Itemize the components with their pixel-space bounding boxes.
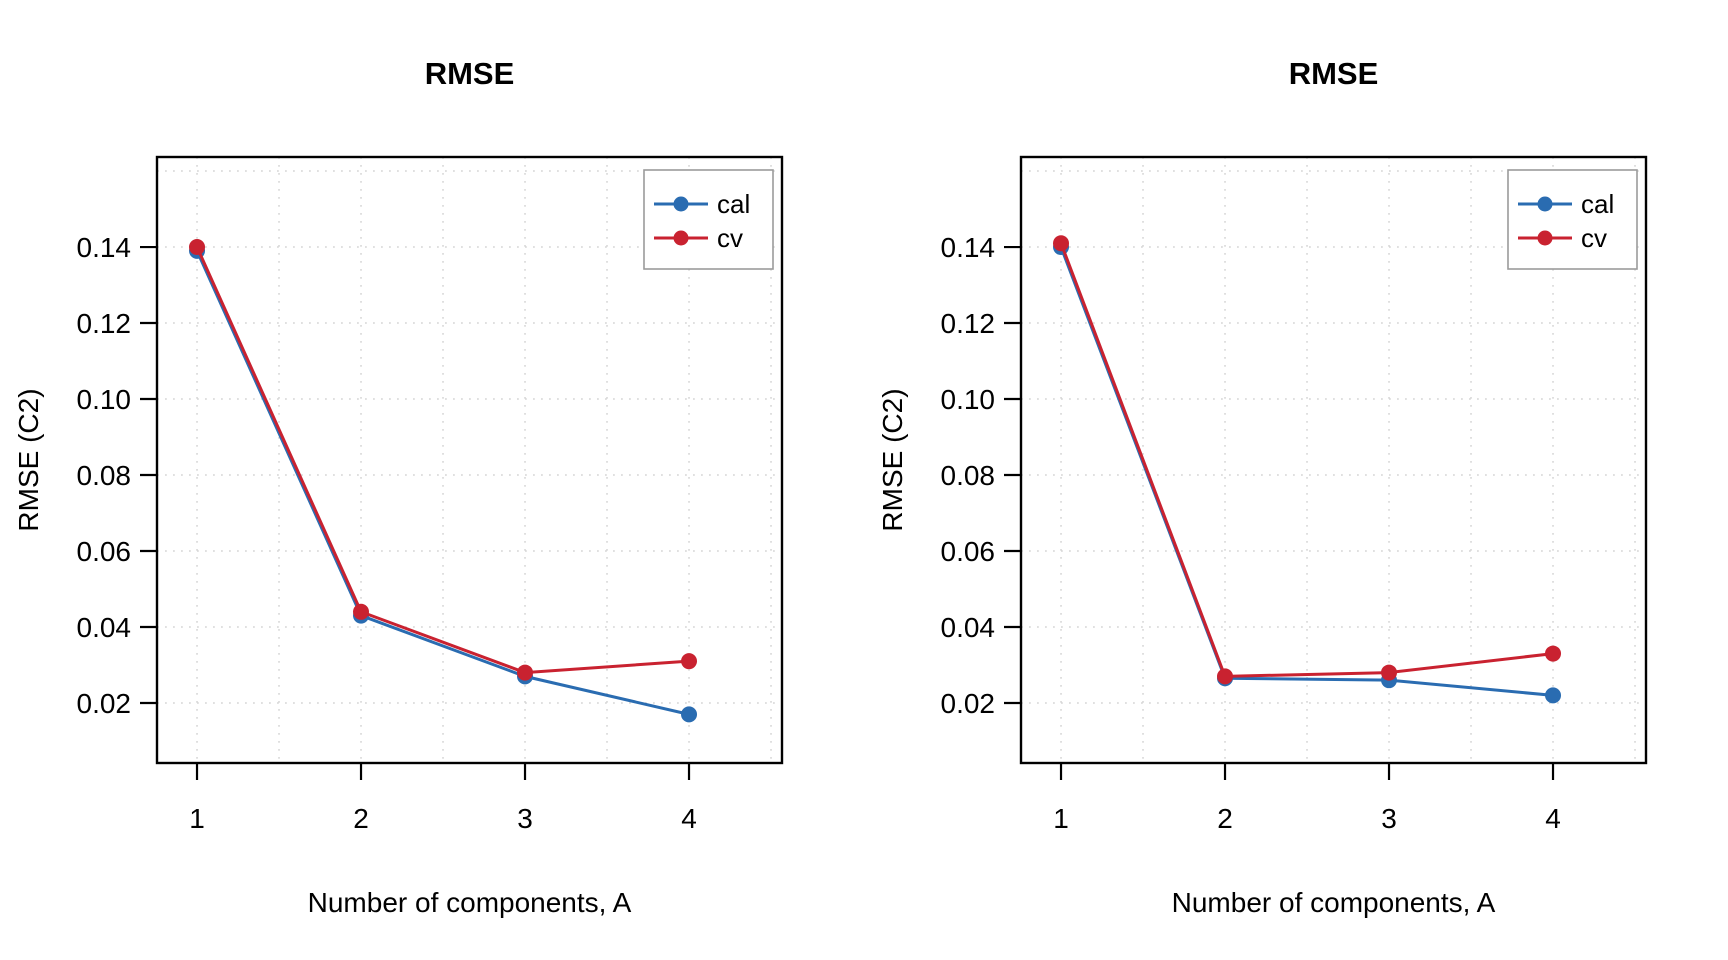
y-tick-label: 0.12 xyxy=(77,308,132,339)
legend-label-cal: cal xyxy=(717,189,750,219)
x-axis-label: Number of components, A xyxy=(308,887,632,918)
y-axis-label: RMSE (C2) xyxy=(13,388,44,531)
y-tick-label: 0.14 xyxy=(77,232,132,263)
legend-label-cv: cv xyxy=(717,223,743,253)
data-point-cv xyxy=(1381,664,1398,681)
series-line-cal xyxy=(195,249,691,716)
data-point-cv xyxy=(189,239,206,256)
data-point-cal xyxy=(1545,687,1562,704)
y-tick-label: 0.04 xyxy=(941,612,996,643)
y-tick-label: 0.02 xyxy=(941,688,996,719)
y-tick-label: 0.08 xyxy=(941,460,996,491)
x-tick-label: 2 xyxy=(1217,803,1233,834)
data-point-cv xyxy=(517,664,534,681)
legend-marker-cv xyxy=(1537,230,1553,246)
grid xyxy=(1021,157,1646,763)
legend-marker-cal xyxy=(673,196,689,212)
legend-marker-cv xyxy=(673,230,689,246)
x-tick-label: 1 xyxy=(189,803,205,834)
data-point-cv xyxy=(1217,668,1234,685)
x-axis-label: Number of components, A xyxy=(1172,887,1496,918)
chart-title: RMSE xyxy=(425,56,515,91)
y-tick-label: 0.12 xyxy=(941,308,996,339)
x-tick-label: 1 xyxy=(1053,803,1069,834)
legend-box xyxy=(1507,169,1638,270)
legend-box xyxy=(643,169,774,270)
y-tick-label: 0.14 xyxy=(941,232,996,263)
y-tick-label: 0.10 xyxy=(941,384,996,415)
chart-panel-right: 1 2 3 4 0.02 0.04 0.06 0.08 0.10 0.12 0.14 RMSE Numb… xyxy=(864,0,1728,960)
y-tick-label: 0.02 xyxy=(77,688,132,719)
y-tick-label: 0.10 xyxy=(77,384,132,415)
x-tick-label: 4 xyxy=(681,803,697,834)
y-tick-label: 0.04 xyxy=(77,612,132,643)
data-point-cal xyxy=(681,706,698,723)
legend-label-cal: cal xyxy=(1581,189,1614,219)
series-line-cal xyxy=(1059,245,1555,697)
data-point-cv xyxy=(681,653,698,670)
series-line-cv xyxy=(195,245,691,675)
y-axis-label: RMSE (C2) xyxy=(877,388,908,531)
y-tick-label: 0.06 xyxy=(77,536,132,567)
chart-panel-left: 1 2 3 4 0.02 0.04 0.06 0.08 0.10 0.12 0.14 RMSE Numb… xyxy=(13,56,784,918)
axis-ticks xyxy=(1004,245,1555,780)
legend-marker-cal xyxy=(1537,196,1553,212)
data-point-cv xyxy=(353,603,370,620)
line-chart-left: 1 2 3 4 0.02 0.04 0.06 0.08 0.10 0.12 0.14 RMSE Numb… xyxy=(13,56,784,918)
line-chart-right: 1 2 3 4 0.02 0.04 0.06 0.08 0.10 0.12 0.14 RMSE Numb… xyxy=(877,56,1648,918)
data-point-cv xyxy=(1053,235,1070,252)
x-tick-label: 3 xyxy=(517,803,533,834)
plot-box xyxy=(1019,155,1648,765)
x-tick-label: 3 xyxy=(1381,803,1397,834)
legend: cal cv xyxy=(1507,169,1638,270)
legend: cal cv xyxy=(643,169,774,270)
axis-ticks xyxy=(140,245,691,780)
plot-box xyxy=(155,155,784,765)
x-tick-label: 4 xyxy=(1545,803,1561,834)
chart-title: RMSE xyxy=(1289,56,1379,91)
legend-label-cv: cv xyxy=(1581,223,1607,253)
series-line-cv xyxy=(1059,241,1555,678)
data-point-cv xyxy=(1545,645,1562,662)
y-tick-label: 0.08 xyxy=(77,460,132,491)
x-tick-label: 2 xyxy=(353,803,369,834)
y-tick-label: 0.06 xyxy=(941,536,996,567)
